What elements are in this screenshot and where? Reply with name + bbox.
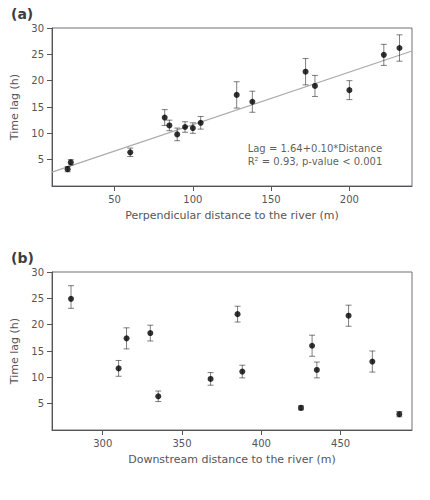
svg-text:25: 25 — [31, 293, 44, 304]
svg-text:Lag = 1.64+0.10*Distance: Lag = 1.64+0.10*Distance — [248, 143, 382, 154]
svg-text:350: 350 — [172, 438, 191, 449]
svg-text:50: 50 — [108, 194, 121, 205]
svg-text:15: 15 — [31, 346, 44, 357]
svg-text:30: 30 — [31, 23, 44, 34]
svg-text:450: 450 — [331, 438, 350, 449]
svg-text:5: 5 — [38, 398, 44, 409]
svg-text:25: 25 — [31, 49, 44, 60]
svg-text:(a): (a) — [11, 6, 33, 22]
svg-text:Time lag (h): Time lag (h) — [8, 74, 21, 141]
svg-text:30: 30 — [31, 267, 44, 278]
svg-text:(b): (b) — [11, 250, 34, 266]
svg-text:10: 10 — [31, 372, 44, 383]
svg-text:400: 400 — [252, 438, 271, 449]
svg-text:Perpendicular distance to the: Perpendicular distance to the river (m) — [125, 209, 339, 222]
svg-text:100: 100 — [183, 194, 202, 205]
svg-text:150: 150 — [262, 194, 281, 205]
svg-text:Time lag (h): Time lag (h) — [8, 318, 21, 385]
svg-text:Downstream distance to the riv: Downstream distance to the river (m) — [128, 453, 336, 466]
svg-text:20: 20 — [31, 319, 44, 330]
svg-text:200: 200 — [340, 194, 359, 205]
svg-text:15: 15 — [31, 102, 44, 113]
svg-text:20: 20 — [31, 75, 44, 86]
svg-text:R² = 0.93, p-value < 0.001: R² = 0.93, p-value < 0.001 — [248, 156, 383, 167]
svg-text:10: 10 — [31, 128, 44, 139]
svg-text:5: 5 — [38, 154, 44, 165]
svg-text:300: 300 — [93, 438, 112, 449]
